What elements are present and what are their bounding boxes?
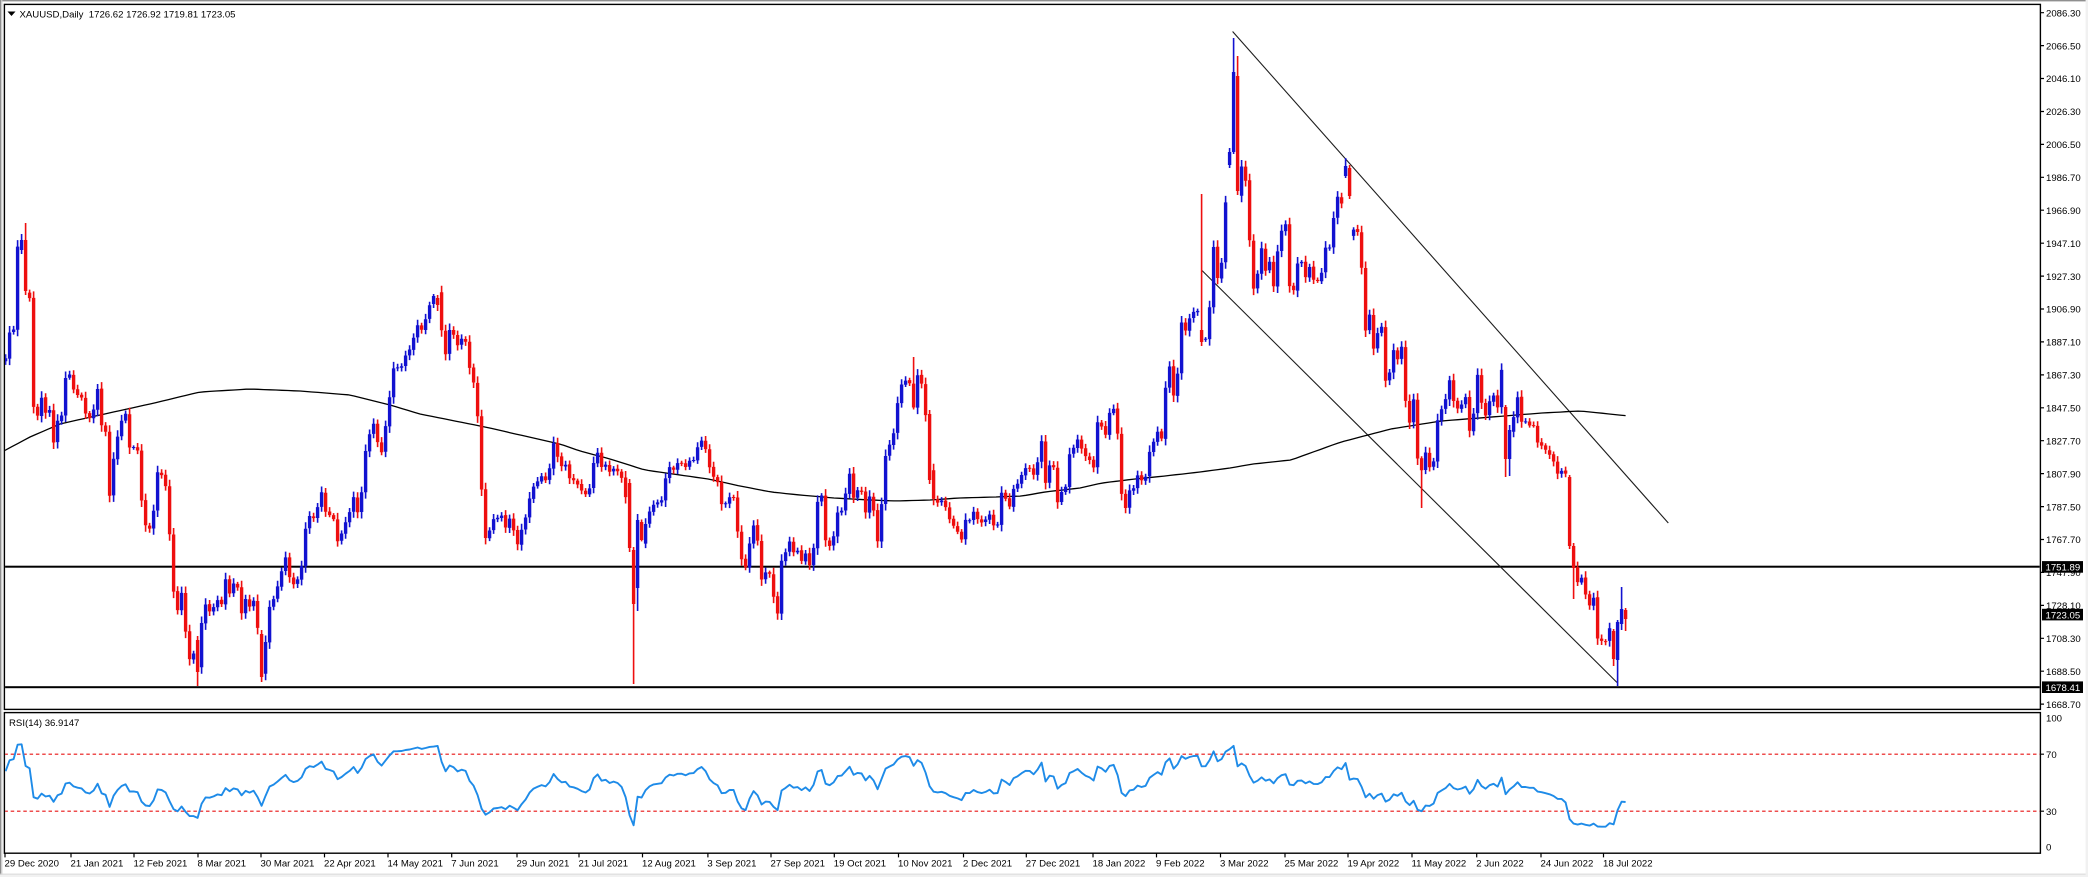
svg-text:9 Feb 2022: 9 Feb 2022 [1156,859,1205,870]
svg-text:1867.30: 1867.30 [2046,371,2081,382]
svg-text:7 Jun 2021: 7 Jun 2021 [451,859,498,870]
svg-text:18 Jan 2022: 18 Jan 2022 [1093,859,1146,870]
svg-text:25 Mar 2022: 25 Mar 2022 [1285,859,1339,870]
svg-text:1827.70: 1827.70 [2046,436,2081,447]
svg-text:1906.90: 1906.90 [2046,305,2081,316]
svg-text:1751.89: 1751.89 [2046,563,2081,574]
svg-text:2066.50: 2066.50 [2046,41,2081,52]
svg-text:27 Sep 2021: 27 Sep 2021 [771,859,825,870]
svg-text:29 Dec 2020: 29 Dec 2020 [5,859,59,870]
svg-text:1723.05: 1723.05 [2046,610,2081,621]
svg-text:2 Jun 2022: 2 Jun 2022 [1476,859,1523,870]
svg-text:1747.90: 1747.90 [2046,568,2081,579]
svg-text:2046.10: 2046.10 [2046,74,2081,85]
svg-text:18 Jul 2022: 18 Jul 2022 [1603,859,1653,870]
svg-text:0: 0 [2046,843,2051,854]
svg-text:12 Feb 2021: 12 Feb 2021 [134,859,188,870]
svg-text:1966.90: 1966.90 [2046,206,2081,217]
svg-text:1947.10: 1947.10 [2046,239,2081,250]
svg-text:19 Oct 2021: 19 Oct 2021 [834,859,886,870]
svg-text:100: 100 [2046,713,2062,724]
svg-text:21 Jul 2021: 21 Jul 2021 [579,859,629,870]
svg-text:1847.50: 1847.50 [2046,404,2081,415]
svg-text:21 Jan 2021: 21 Jan 2021 [71,859,124,870]
svg-text:30: 30 [2046,807,2057,818]
svg-text:2006.50: 2006.50 [2046,140,2081,151]
svg-text:70: 70 [2046,750,2057,761]
svg-text:1668.70: 1668.70 [2046,700,2081,711]
svg-text:1767.70: 1767.70 [2046,535,2081,546]
svg-text:27 Dec 2021: 27 Dec 2021 [1026,859,1080,870]
svg-text:2086.30: 2086.30 [2046,8,2081,19]
svg-text:3 Mar 2022: 3 Mar 2022 [1220,859,1269,870]
svg-text:2 Dec 2021: 2 Dec 2021 [963,859,1012,870]
svg-text:22 Apr 2021: 22 Apr 2021 [324,859,376,870]
svg-text:11 May 2022: 11 May 2022 [1412,859,1467,870]
svg-text:1678.41: 1678.41 [2046,683,2081,694]
svg-text:1927.30: 1927.30 [2046,272,2081,283]
svg-text:1708.30: 1708.30 [2046,634,2081,645]
svg-text:24 Jun 2022: 24 Jun 2022 [1541,859,1594,870]
svg-text:8 Mar 2021: 8 Mar 2021 [198,859,247,870]
svg-text:2026.30: 2026.30 [2046,107,2081,118]
svg-text:3 Sep 2021: 3 Sep 2021 [707,859,756,870]
svg-text:12 Aug 2021: 12 Aug 2021 [642,859,696,870]
svg-text:1787.50: 1787.50 [2046,502,2081,513]
svg-text:19 Apr 2022: 19 Apr 2022 [1348,859,1400,870]
svg-text:14 May 2021: 14 May 2021 [388,859,443,870]
svg-text:29 Jun 2021: 29 Jun 2021 [517,859,570,870]
svg-text:1728.10: 1728.10 [2046,601,2081,612]
svg-text:1986.70: 1986.70 [2046,173,2081,184]
svg-text:10 Nov 2021: 10 Nov 2021 [898,859,952,870]
svg-text:1688.50: 1688.50 [2046,667,2081,678]
svg-text:RSI(14) 36.9147: RSI(14) 36.9147 [9,718,79,729]
svg-text:30 Mar 2021: 30 Mar 2021 [261,859,315,870]
svg-text:XAUUSD,Daily 1726.62 1726.92: XAUUSD,Daily 1726.62 1726.92 1719.81 172… [20,10,236,21]
svg-text:1887.10: 1887.10 [2046,338,2081,349]
svg-text:1807.90: 1807.90 [2046,469,2081,480]
